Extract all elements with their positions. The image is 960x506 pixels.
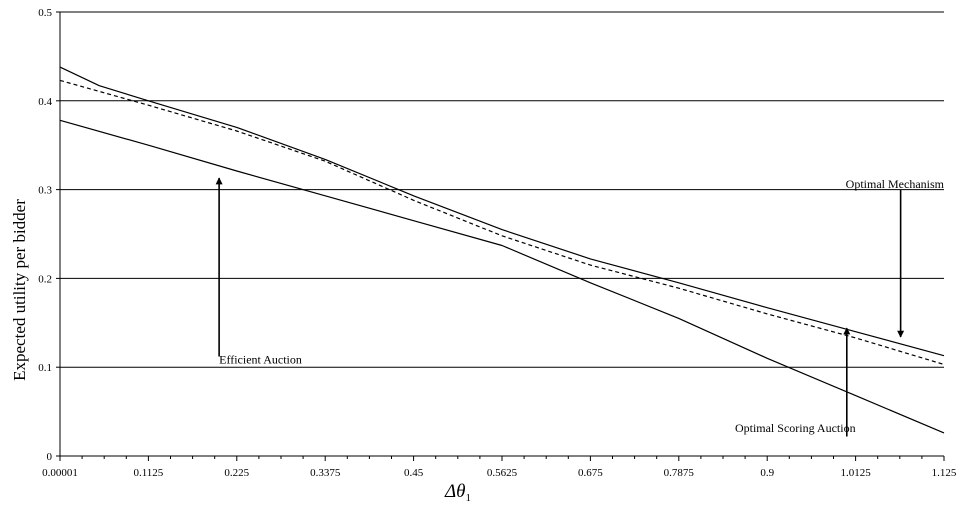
x-tick-label-2: 0.225 <box>224 467 249 479</box>
series-line-0 <box>59 66 945 357</box>
y-tick-label-1: 0.1 <box>38 362 52 374</box>
x-axis-label-subscript: 1 <box>465 492 471 504</box>
horizontal-gridlines <box>60 11 944 368</box>
x-tick-label-9: 1.0125 <box>840 467 871 479</box>
x-tick-label-0: 0.00001 <box>42 467 78 479</box>
y-tick-label-4: 0.4 <box>38 96 52 108</box>
x-tick-labels: 0.00001 0.1125 0.225 0.3375 0.45 0.5625 0.675 0… <box>42 467 957 479</box>
series-group <box>59 66 945 434</box>
annotation-label-2: Optimal Scoring Auction <box>735 421 856 435</box>
y-tick-label-5: 0.5 <box>38 7 52 19</box>
x-tick-label-8: 0.9 <box>760 467 774 479</box>
y-tick-label-2: 0.2 <box>38 273 52 285</box>
x-tick-label-1: 0.1125 <box>133 467 163 479</box>
x-tick-label-7: 0.7875 <box>664 467 695 479</box>
x-tick-label-10: 1.125 <box>932 467 957 479</box>
axes <box>56 11 945 461</box>
series-line-1 <box>59 79 945 366</box>
x-tick-label-4: 0.45 <box>404 467 424 479</box>
series-line-2 <box>59 119 945 434</box>
x-tick-label-3: 0.3375 <box>310 467 341 479</box>
x-axis-label: Δθ1 <box>444 481 471 504</box>
y-tick-label-0: 0 <box>47 451 53 463</box>
annotation-label-1: Efficient Auction <box>219 353 302 367</box>
y-tick-label-3: 0.3 <box>38 185 52 197</box>
annotation-label-0: Optimal Mechanism <box>846 177 945 191</box>
x-tick-label-6: 0.675 <box>578 467 603 479</box>
x-axis-label-main: Δθ <box>444 481 465 502</box>
x-tick-label-5: 0.5625 <box>487 467 518 479</box>
y-tick-labels: 0 0.1 0.2 0.3 0.4 0.5 <box>38 7 52 463</box>
y-axis-label: Expected utility per bidder <box>10 199 29 381</box>
annotations: Optimal Mechanism Efficient Auction Optima… <box>215 177 945 437</box>
